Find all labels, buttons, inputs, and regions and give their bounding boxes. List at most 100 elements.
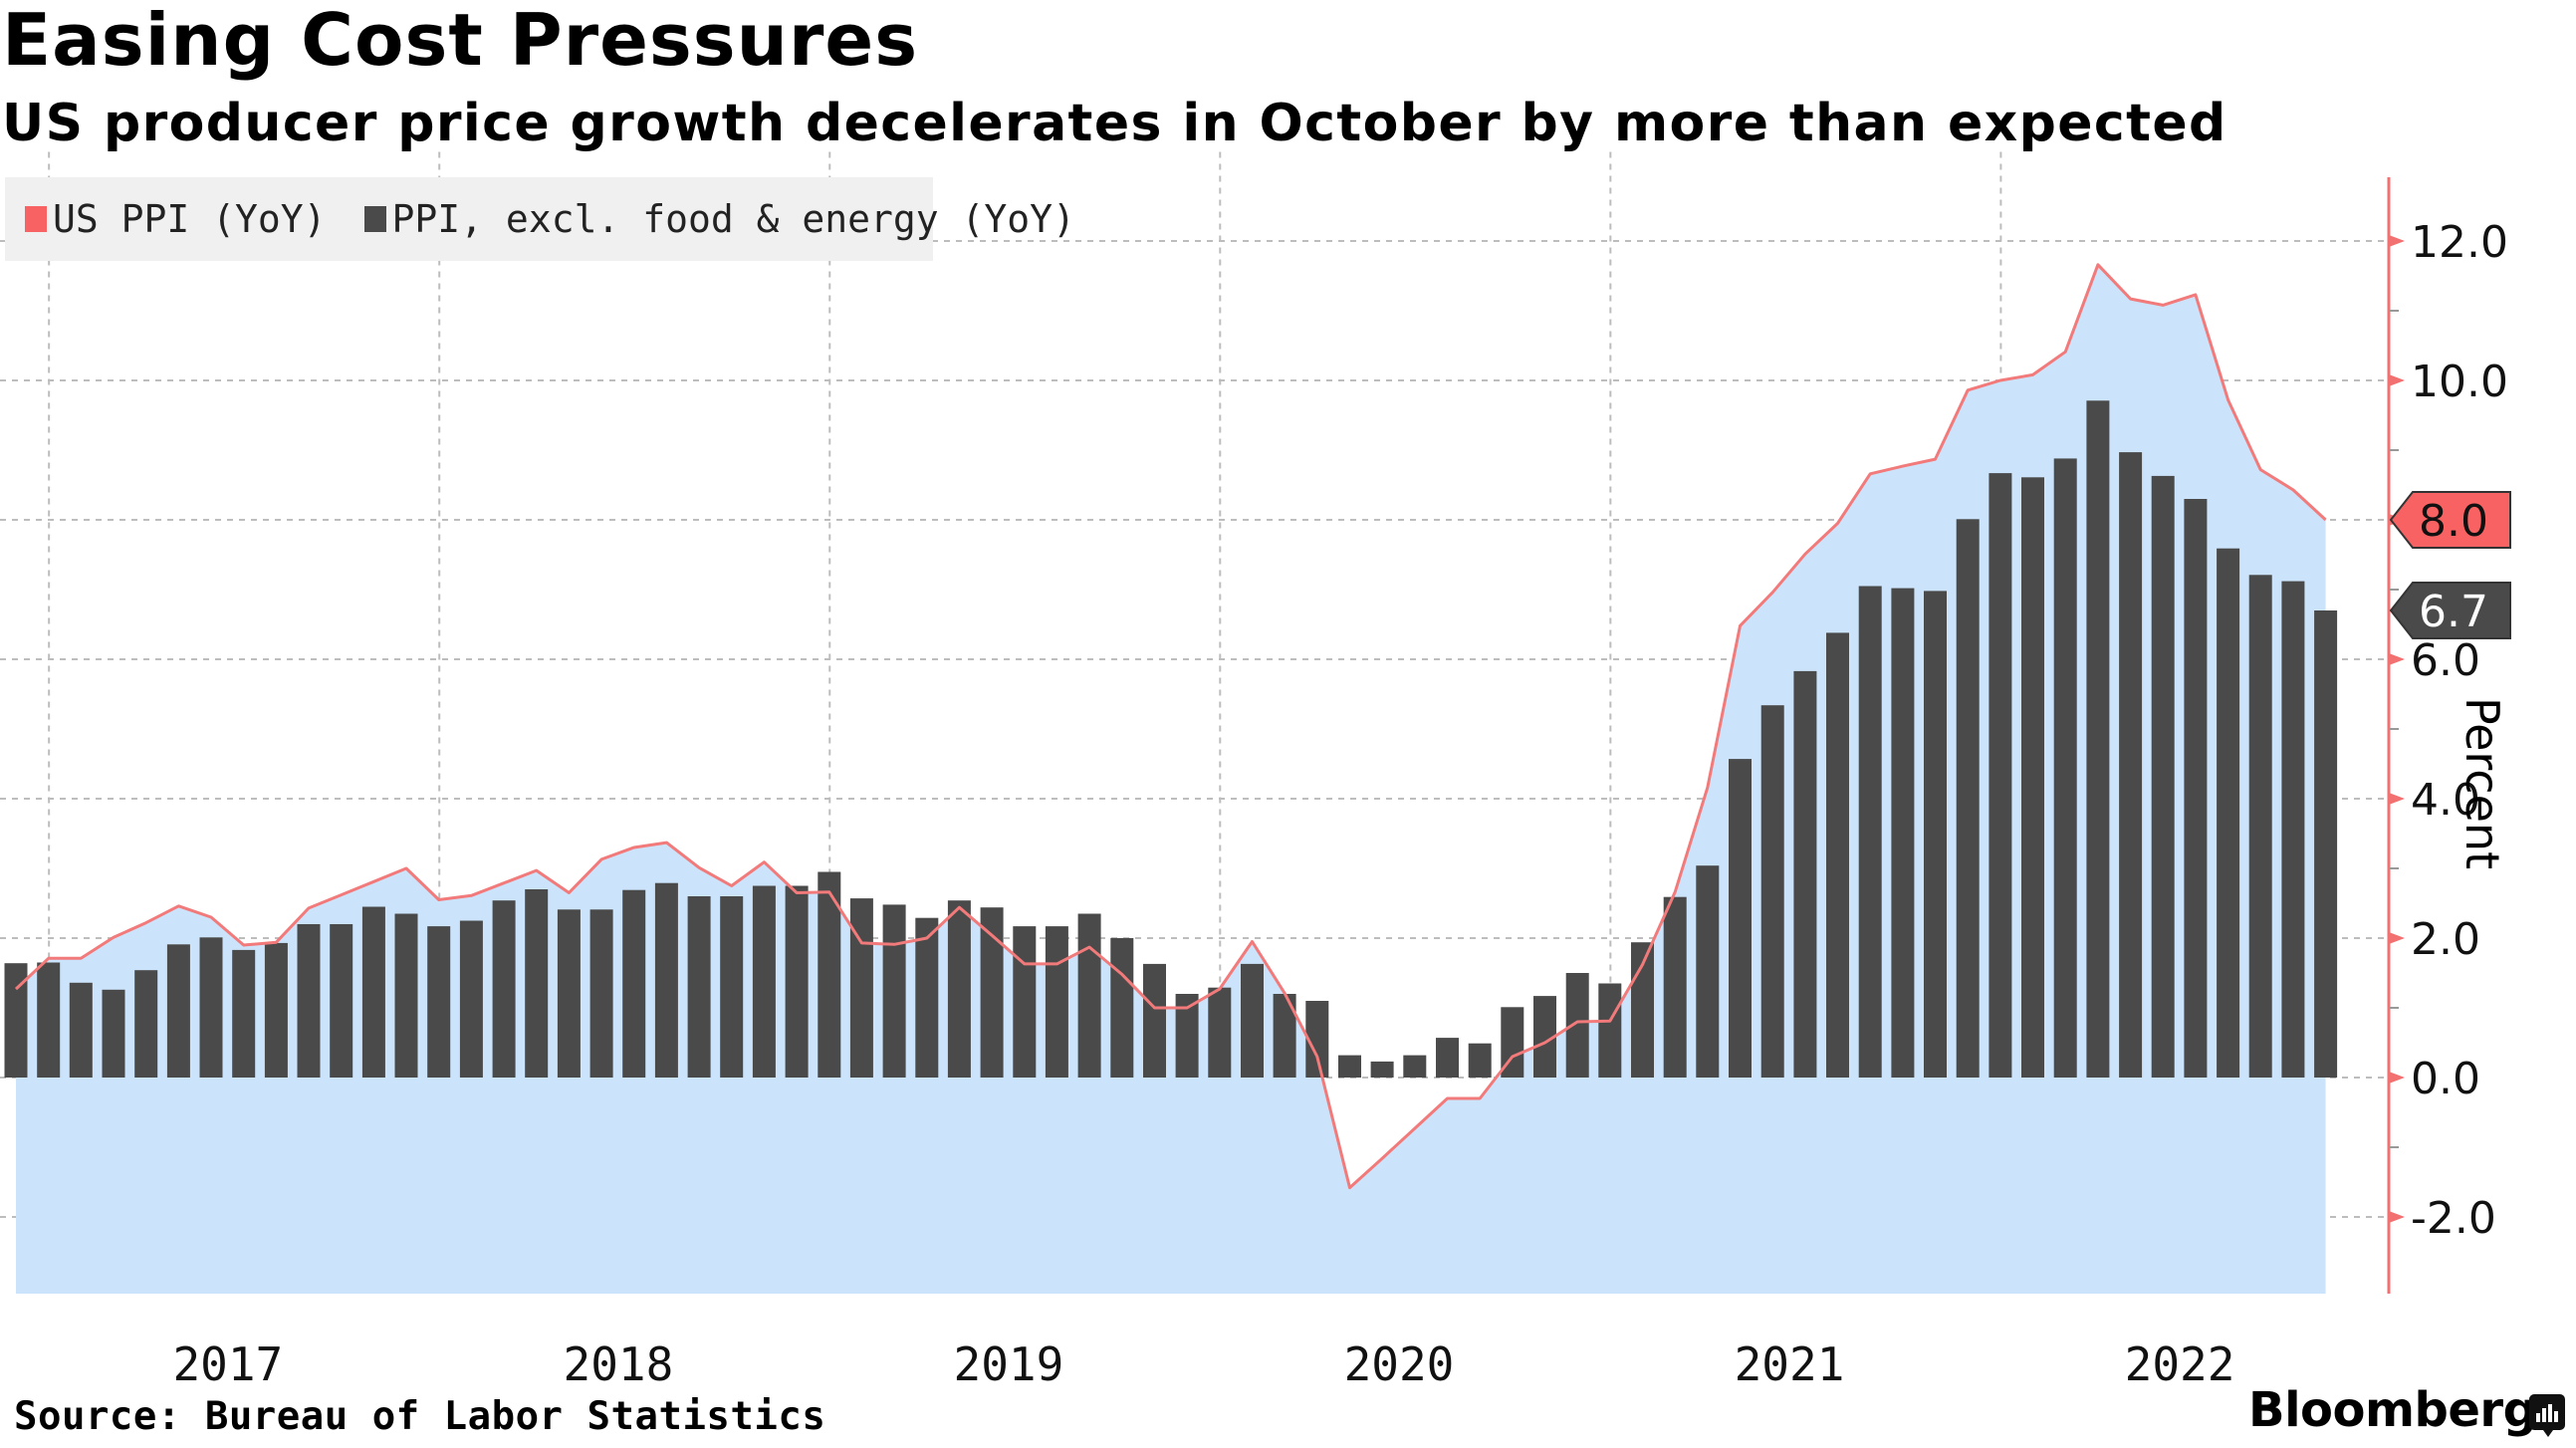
core-ppi-bar	[1826, 632, 1849, 1078]
y-tick-label: 10.0	[2411, 357, 2508, 407]
bloomberg-chart-icon	[2529, 1394, 2565, 1437]
core-ppi-bar	[849, 898, 873, 1078]
core-ppi-bar	[1370, 1061, 1394, 1078]
y-tick-label: -2.0	[2411, 1193, 2496, 1244]
chart-title: Easing Cost Pressures	[2, 0, 919, 82]
core-ppi-bar	[1241, 963, 1264, 1078]
bloomberg-wordmark: Bloomberg	[2248, 1382, 2537, 1438]
core-ppi-bar	[102, 989, 125, 1078]
x-year-label: 2018	[564, 1337, 674, 1391]
core-ppi-bar	[2021, 477, 2044, 1078]
y-tick-marker	[2389, 374, 2405, 386]
core-ppi-bar	[1891, 588, 1915, 1078]
legend-swatch-ppi	[25, 206, 47, 232]
y-tick-marker	[2389, 793, 2405, 805]
core-ppi-bar	[1858, 586, 1882, 1078]
core-ppi-bar	[882, 904, 906, 1078]
core-ppi-bar	[1045, 926, 1068, 1078]
chart-subtitle: US producer price growth decelerates in …	[2, 94, 2227, 153]
core-ppi-bar	[232, 949, 256, 1078]
legend-item-core-ppi[interactable]: PPI, excl. food & energy (YoY)	[363, 197, 1075, 241]
core-ppi-bar	[69, 982, 93, 1078]
core-ppi-bar	[1208, 987, 1232, 1078]
legend-item-ppi[interactable]: US PPI (YoY)	[25, 197, 327, 241]
core-ppi-bar	[166, 944, 190, 1078]
core-ppi-bar	[947, 900, 971, 1078]
y-axis-title: Percent	[2456, 697, 2509, 870]
legend-label-core-ppi: PPI, excl. food & energy (YoY)	[391, 197, 1075, 241]
core-ppi-bar	[1273, 994, 1296, 1078]
core-ppi-bar	[915, 917, 939, 1078]
core-ppi-bar	[2281, 581, 2305, 1078]
core-ppi-bar	[589, 909, 613, 1078]
core-ppi-bar	[1338, 1055, 1361, 1078]
core-ppi-bar	[1793, 670, 1817, 1078]
core-ppi-bar	[1305, 1001, 1329, 1078]
legend-swatch-core-ppi	[363, 206, 386, 232]
core-ppi-bar	[1533, 996, 1556, 1078]
core-ppi-bar	[4, 963, 28, 1078]
core-ppi-bar	[2053, 458, 2077, 1078]
core-ppi-bar	[134, 970, 158, 1078]
y-tick-label: 12.0	[2411, 217, 2508, 268]
core-ppi-bar	[1565, 973, 1589, 1078]
last-value-tag	[2389, 491, 2511, 549]
core-ppi-bar	[2119, 452, 2143, 1079]
core-ppi-bar	[720, 896, 744, 1078]
core-ppi-bar	[2248, 575, 2272, 1078]
core-ppi-bar	[752, 885, 776, 1078]
core-ppi-bar	[1403, 1055, 1427, 1078]
core-ppi-bar	[1501, 1007, 1524, 1078]
core-ppi-bar	[1077, 913, 1101, 1078]
core-ppi-bar	[1989, 473, 2012, 1079]
y-tick-label: 0.0	[2411, 1054, 2480, 1104]
y-tick-marker	[2389, 653, 2405, 665]
core-ppi-bar	[622, 889, 646, 1078]
core-ppi-bar	[1598, 983, 1622, 1078]
core-ppi-bar	[2151, 475, 2175, 1078]
core-ppi-bar	[1436, 1038, 1459, 1078]
x-year-label: 2017	[172, 1337, 283, 1391]
legend-label-ppi: US PPI (YoY)	[53, 197, 327, 241]
core-ppi-bar	[2217, 548, 2240, 1078]
core-ppi-bar	[2086, 400, 2110, 1078]
y-tick-label: 6.0	[2411, 635, 2480, 686]
y-tick-label: 2.0	[2411, 914, 2480, 965]
y-axis-ticks: -2.0 0.0 2.0 4.0 6.0 8.0 10.0 12.0	[2389, 217, 2508, 1244]
core-ppi-bar	[1663, 896, 1687, 1078]
core-ppi-bar	[687, 896, 711, 1078]
core-ppi-bar	[459, 920, 483, 1078]
core-ppi-bar	[1013, 926, 1037, 1078]
ppi-line	[14, 263, 2327, 1190]
core-ppi-bar	[2314, 610, 2338, 1078]
x-year-label: 2022	[2125, 1337, 2235, 1391]
core-ppi-bar	[1760, 705, 1784, 1078]
core-ppi-bar	[427, 926, 451, 1078]
x-year-label: 2021	[1735, 1337, 1845, 1391]
source-note: Source: Bureau of Labor Statistics	[14, 1394, 826, 1439]
core-ppi-bar	[492, 900, 516, 1078]
core-ppi-bar	[199, 937, 223, 1078]
core-ppi-bar	[37, 962, 61, 1078]
core-ppi-bar	[2184, 499, 2208, 1078]
core-ppi-bar	[1924, 591, 1947, 1078]
y-tick-label: 4.0	[2411, 775, 2480, 826]
x-axis-labels: 2017 2018 2019 2020 2021 2022	[172, 1337, 2234, 1391]
legend: US PPI (YoY) PPI, excl. food & energy (Y…	[5, 177, 1075, 261]
last-value-label: 8.0	[2419, 496, 2488, 547]
x-year-label: 2019	[954, 1337, 1064, 1391]
core-ppi-bar	[297, 924, 321, 1078]
last-value-label: 6.7	[2419, 587, 2488, 637]
core-ppi-bar	[557, 909, 581, 1078]
last-value-tags: 8.0 6.7	[2389, 491, 2511, 639]
core-ppi-bar	[525, 889, 549, 1078]
y-tick-marker	[2389, 1072, 2405, 1084]
core-ppi-bar	[1696, 865, 1720, 1078]
core-ppi-bar	[818, 871, 841, 1078]
core-ppi-bar	[654, 882, 678, 1078]
core-ppi-bar	[330, 924, 353, 1078]
core-ppi-bar	[785, 885, 809, 1078]
core-ppi-bar	[361, 906, 385, 1078]
x-year-label: 2020	[1344, 1337, 1455, 1391]
